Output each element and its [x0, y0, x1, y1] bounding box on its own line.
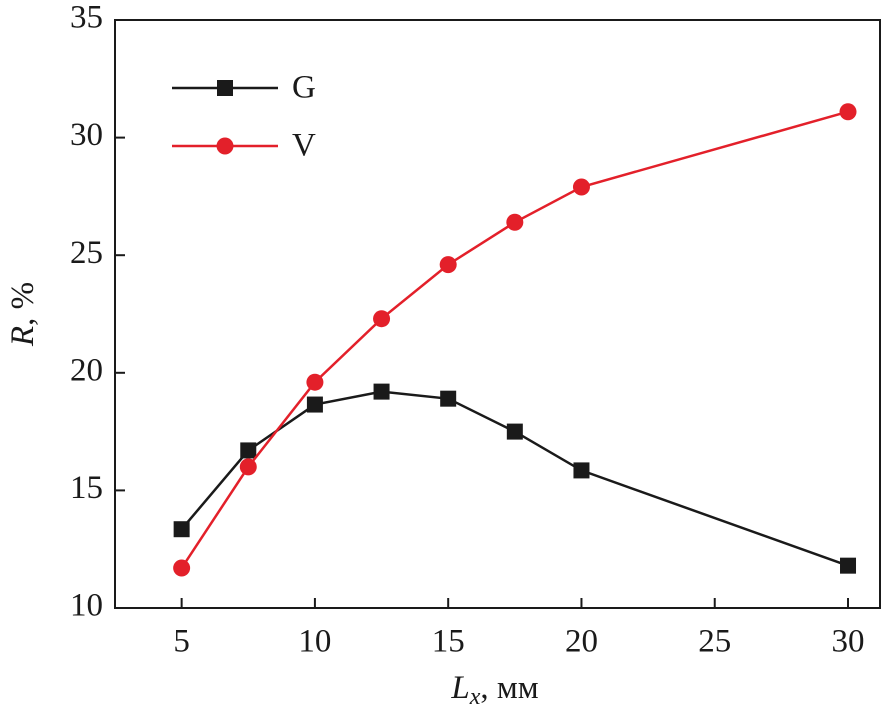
legend-marker	[216, 137, 234, 155]
series-line	[180, 390, 849, 567]
data-point	[240, 442, 257, 459]
x-tick-label: 10	[298, 624, 331, 660]
data-point	[506, 423, 523, 440]
data-point	[840, 557, 857, 574]
x-tick-label: 15	[432, 624, 465, 660]
x-tick-label: 20	[565, 624, 598, 660]
data-point	[239, 458, 257, 476]
data-point	[572, 178, 590, 196]
y-axis-label: R, %	[5, 282, 41, 347]
x-tick-label: 25	[698, 624, 731, 660]
legend-marker	[217, 80, 233, 96]
legend-label: V	[292, 128, 316, 164]
data-point	[173, 521, 190, 538]
data-point	[573, 462, 590, 479]
data-point	[373, 383, 390, 400]
legend-label: G	[292, 70, 316, 106]
data-point	[306, 396, 323, 413]
data-point	[173, 559, 191, 577]
y-tick-label: 15	[70, 470, 103, 506]
data-point	[440, 390, 457, 407]
data-point	[373, 310, 391, 328]
y-tick-label: 20	[70, 352, 103, 388]
data-point	[839, 103, 857, 121]
series-line	[180, 110, 849, 569]
x-tick-label: 30	[832, 624, 865, 660]
x-axis-label: Lx, мм	[450, 670, 538, 710]
y-tick-label: 30	[70, 117, 103, 153]
x-tick-label: 5	[173, 624, 190, 660]
y-tick-label: 10	[70, 588, 103, 624]
data-point	[506, 213, 524, 231]
data-point	[439, 256, 457, 274]
y-tick-label: 35	[70, 0, 103, 36]
y-tick-label: 25	[70, 235, 103, 271]
data-point	[306, 373, 324, 391]
plot-frame	[114, 19, 881, 609]
